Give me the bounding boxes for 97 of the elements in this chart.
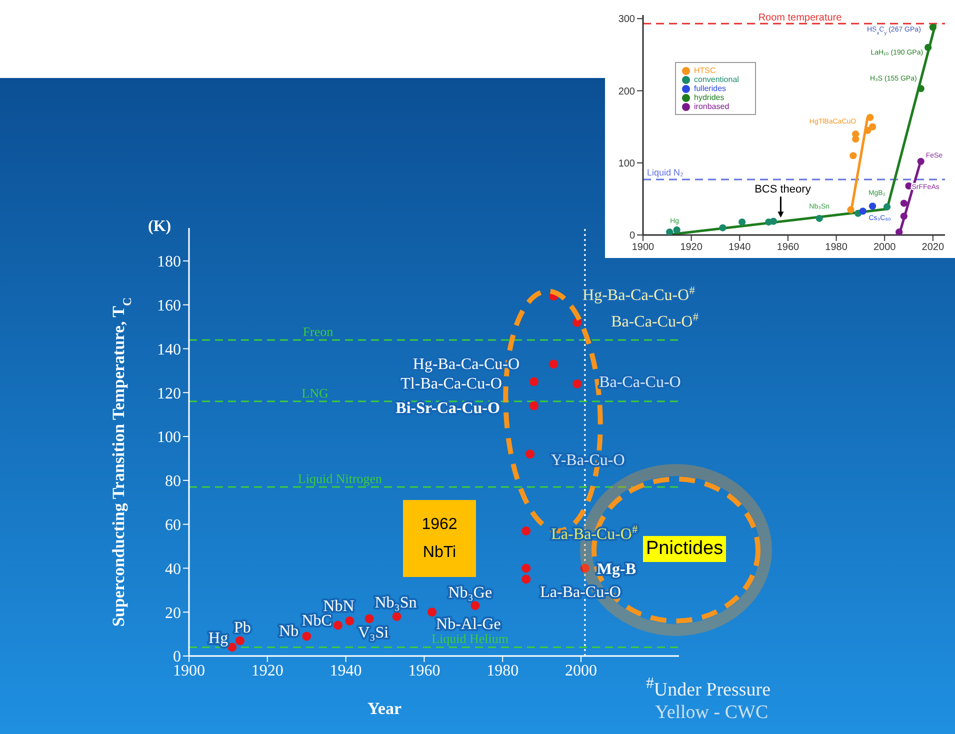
annotation: Hg-Ba-Ca-Cu-O$^{#}$ — [582, 285, 696, 304]
y-tick-label: 80 — [165, 473, 181, 490]
y-tick-label: 60 — [165, 516, 181, 534]
annotation: Pnictides — [643, 536, 726, 562]
text: Yellow - CWC — [655, 702, 768, 724]
x-tick-label: 2000 — [565, 662, 597, 680]
x-tick-label: 1920 — [680, 242, 703, 254]
annotation: Nb₃Sn — [374, 594, 417, 612]
x-tick-label: 1940 — [330, 662, 362, 680]
point — [738, 218, 746, 226]
x-tick-label: 1980 — [486, 662, 519, 680]
annotation: NbC — [302, 612, 332, 630]
legend-label: hydrides — [694, 93, 724, 102]
point — [816, 214, 823, 222]
point — [302, 632, 312, 641]
point — [673, 226, 680, 234]
point — [866, 114, 874, 121]
point — [900, 200, 908, 207]
point — [917, 85, 924, 92]
x-tick-label: 1960 — [776, 242, 800, 254]
x-axis-title: Year — [368, 699, 402, 718]
annotation: Y-Ba-Cu-O — [551, 452, 625, 470]
point — [859, 208, 866, 215]
x-tick-label: 1960 — [408, 662, 440, 680]
ref-line-label: LNG — [302, 385, 328, 400]
x-tick-label: 1940 — [728, 242, 752, 254]
point — [883, 203, 891, 210]
point — [719, 224, 726, 232]
point — [572, 379, 582, 388]
y-tick-label: 160 — [157, 298, 181, 314]
point — [529, 377, 538, 386]
y-tick-label: 300 — [618, 14, 636, 26]
x-tick-label: 1900 — [632, 242, 655, 254]
point — [522, 564, 531, 573]
ref-line-label: Freon — [302, 324, 334, 339]
point — [580, 564, 590, 573]
annotation: V₃Si — [358, 624, 390, 642]
annotation: Hg — [208, 630, 228, 648]
point — [470, 601, 480, 610]
annotation: Nb-Al-Ge — [436, 616, 501, 634]
ref-line-label: Room temperature — [758, 12, 842, 24]
point — [529, 401, 538, 410]
point — [666, 228, 674, 235]
point — [917, 158, 924, 165]
point — [924, 44, 932, 52]
y-tick-label: 200 — [618, 86, 636, 98]
point — [526, 450, 535, 459]
annotation: Nb — [279, 623, 299, 640]
y-tick-label: 40 — [165, 560, 181, 578]
annotation: Bi-Sr-Ca-Cu-O — [396, 400, 500, 417]
annotation: 1962 NbTi — [420, 516, 458, 562]
point — [896, 228, 903, 235]
annotation: Tl-Ba-Ca-Cu-O — [400, 376, 502, 393]
annotation: La-Ba-Cu-O$^{#}$ — [551, 524, 638, 543]
point — [864, 126, 872, 134]
y-tick-label: 100 — [618, 158, 636, 170]
annotation: Nb₃Ge — [448, 584, 492, 602]
annotation: Pb — [234, 620, 251, 637]
y-tick-label: 120 — [157, 385, 181, 402]
point — [522, 574, 531, 584]
point — [868, 202, 876, 210]
legend-label: conventional — [694, 75, 739, 84]
point — [522, 526, 531, 536]
x-tick-label: 2020 — [922, 242, 944, 254]
text: $^{#}$Under Pressure — [646, 675, 771, 702]
y-tick-label: 100 — [157, 429, 181, 446]
point — [364, 614, 374, 624]
point — [428, 608, 437, 617]
y-tick-label: 0 — [629, 230, 636, 242]
point — [549, 360, 558, 369]
ref-line-label: Liquid N₂ — [647, 167, 684, 178]
point — [392, 612, 402, 621]
x-tick-label: 1920 — [251, 662, 284, 680]
point — [929, 24, 936, 31]
y-tick-label: 180 — [157, 254, 181, 271]
legend-label: HTSC — [694, 66, 716, 75]
x-tick-label: 1980 — [825, 242, 848, 254]
y-tick-label: 20 — [165, 604, 181, 622]
legend-label: fullerides — [694, 84, 726, 93]
annotation: Ba-Ca-Cu-O$^{#}$ — [611, 311, 699, 330]
point — [770, 218, 778, 225]
point — [847, 206, 854, 214]
point — [868, 123, 876, 130]
y-tick-label: 140 — [157, 341, 181, 358]
annotation: NbN — [323, 598, 355, 615]
x-tick-label: 2000 — [873, 242, 896, 254]
point — [345, 616, 354, 626]
annotation: Ba-Ca-Cu-O — [599, 374, 681, 391]
ref-line-label: Liquid Helium — [432, 631, 508, 646]
text: (K) — [148, 218, 172, 236]
legend-label: ironbased — [694, 102, 730, 111]
point — [850, 152, 857, 160]
point — [333, 620, 342, 630]
point — [900, 212, 908, 220]
annotation: BCS theory — [754, 184, 812, 196]
ref-line-label: Liquid Nitrogen — [298, 470, 383, 486]
point — [235, 636, 244, 646]
